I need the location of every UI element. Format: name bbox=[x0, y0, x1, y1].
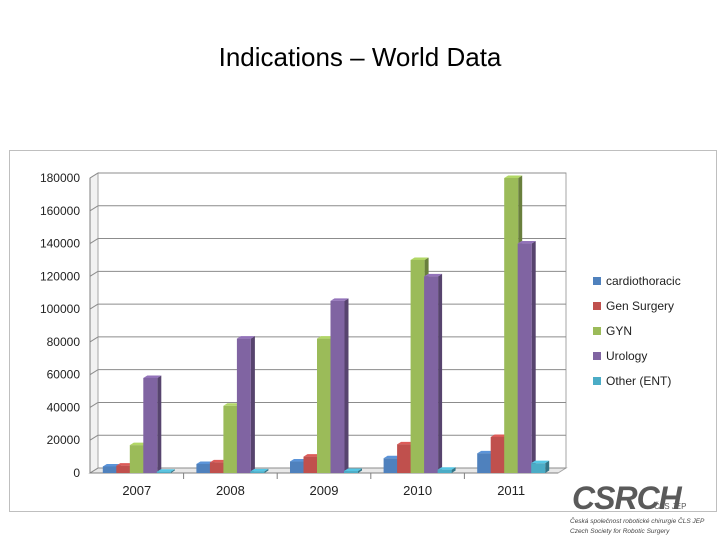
bar-other-ent--2007 bbox=[156, 471, 171, 473]
bar-gen-surgery-2008 bbox=[209, 462, 224, 473]
csrch-logo: CSRCH ČLS JEP Česká společnost robotické… bbox=[570, 480, 720, 540]
bar-other-ent--2010 bbox=[437, 469, 452, 473]
gridline-depth bbox=[89, 303, 99, 310]
y-tick-label: 80000 bbox=[47, 335, 81, 349]
bar-cardiothoracic-2010 bbox=[383, 458, 398, 473]
y-tick-label: 20000 bbox=[47, 433, 81, 447]
bar-other-ent--2009 bbox=[344, 471, 358, 473]
logo-line-2: Czech Society for Robotic Surgery bbox=[570, 528, 670, 535]
bar-other-ent--2008 bbox=[250, 471, 265, 473]
bar-top-other-ent--2009 bbox=[344, 468, 362, 472]
legend-label: Urology bbox=[606, 349, 648, 363]
bar-side-urology-2010 bbox=[438, 273, 443, 473]
legend-label: cardiothoracic bbox=[606, 274, 681, 288]
legend-label: GYN bbox=[606, 324, 633, 338]
bar-urology-2007 bbox=[143, 377, 158, 473]
legend-item-urology: Urology bbox=[593, 348, 647, 364]
logo-name: CSRCH bbox=[572, 480, 682, 516]
bar-gen-surgery-2010 bbox=[397, 444, 412, 473]
bar-gyn-2007 bbox=[129, 445, 144, 473]
x-tick-label: 2007 bbox=[122, 483, 151, 498]
legend-swatch bbox=[593, 352, 601, 360]
bar-gyn-2011 bbox=[504, 178, 519, 473]
x-tick-label: 2008 bbox=[216, 483, 245, 498]
bar-top-urology-2011 bbox=[517, 241, 536, 244]
bar-top-other-ent--2010 bbox=[437, 467, 456, 470]
bar-gyn-2009 bbox=[317, 338, 331, 473]
y-tick-label: 140000 bbox=[40, 237, 80, 251]
gridline-depth bbox=[89, 238, 99, 244]
bar-gen-surgery-2007 bbox=[116, 465, 131, 473]
logo-line-1: Česká společnost robotické chirurgie ČLS… bbox=[570, 518, 705, 525]
bar-side-other-ent--2009 bbox=[358, 468, 362, 473]
bar-top-gyn-2010 bbox=[410, 257, 429, 260]
y-tick-label: 160000 bbox=[40, 204, 80, 218]
bar-side-urology-2011 bbox=[531, 241, 536, 473]
legend-item-gen-surgery: Gen Surgery bbox=[593, 298, 674, 314]
bar-top-other-ent--2011 bbox=[531, 460, 550, 464]
y-tick-label: 0 bbox=[73, 466, 80, 480]
legend-swatch bbox=[593, 377, 601, 385]
gridline-depth bbox=[89, 369, 99, 376]
y-tick-label: 100000 bbox=[40, 302, 80, 316]
legend-label: Gen Surgery bbox=[606, 299, 675, 313]
x-tick-label: 2010 bbox=[403, 483, 432, 498]
bar-side-other-ent--2008 bbox=[264, 468, 269, 473]
bar-side-urology-2009 bbox=[344, 298, 349, 473]
bar-side-other-ent--2010 bbox=[451, 467, 456, 473]
gridline-depth bbox=[89, 467, 99, 474]
bar-urology-2010 bbox=[424, 276, 439, 473]
chart-frame: 0 20000 40000 60000 80000 100000 120000 140000 1… bbox=[9, 150, 717, 512]
gridline-depth bbox=[89, 336, 99, 343]
gridline-depth bbox=[89, 172, 99, 179]
bar-cardiothoracic-2007 bbox=[102, 466, 117, 473]
bar-gyn-2008 bbox=[223, 405, 238, 473]
bar-gyn-2010 bbox=[410, 259, 425, 473]
bar-side-other-ent--2007 bbox=[170, 469, 175, 473]
logo-subtext: ČLS JEP bbox=[654, 502, 687, 511]
y-tick-label: 180000 bbox=[40, 171, 80, 185]
y-tick-label: 60000 bbox=[47, 368, 81, 382]
bar-side-urology-2007 bbox=[157, 375, 162, 473]
bar-top-urology-2008 bbox=[236, 336, 255, 339]
legend-item-cardiothoracic: cardiothoracic bbox=[593, 273, 681, 289]
legend-swatch bbox=[593, 302, 601, 310]
legend-label: Other (ENT) bbox=[606, 374, 672, 388]
y-tick-label: 120000 bbox=[40, 269, 80, 283]
bar-cardiothoracic-2009 bbox=[290, 461, 304, 473]
x-tick-label: 2011 bbox=[497, 483, 525, 498]
bar-chart: 0 20000 40000 60000 80000 100000 120000 140000 1… bbox=[40, 171, 568, 498]
y-tick-label: 40000 bbox=[47, 400, 81, 414]
gridline-depth bbox=[89, 205, 99, 212]
x-tick-label: 2009 bbox=[310, 483, 339, 498]
bar-urology-2009 bbox=[330, 300, 345, 473]
bar-other-ent--2011 bbox=[531, 463, 546, 473]
gridline-depth bbox=[89, 402, 99, 408]
bar-urology-2008 bbox=[236, 338, 251, 473]
slide-title: Indications – World Data bbox=[218, 42, 502, 72]
legend-item-gyn: GYN bbox=[593, 323, 632, 339]
bar-top-other-ent--2007 bbox=[156, 469, 175, 472]
bar-top-gyn-2011 bbox=[504, 175, 523, 178]
bar-gen-surgery-2009 bbox=[303, 456, 318, 473]
bar-side-urology-2008 bbox=[250, 336, 255, 473]
bar-top-urology-2007 bbox=[143, 375, 162, 378]
bar-top-urology-2010 bbox=[424, 273, 443, 277]
bar-top-other-ent--2008 bbox=[250, 468, 269, 472]
bar-cardiothoracic-2008 bbox=[196, 463, 211, 473]
chart-side-wall bbox=[89, 172, 99, 474]
bar-top-urology-2009 bbox=[330, 298, 349, 301]
legend-swatch bbox=[593, 327, 601, 335]
bar-gen-surgery-2011 bbox=[490, 436, 505, 473]
bar-side-other-ent--2011 bbox=[545, 460, 550, 473]
gridline-depth bbox=[89, 434, 99, 441]
legend-item-other-ent-: Other (ENT) bbox=[593, 373, 671, 389]
gridline-depth bbox=[89, 270, 99, 277]
legend-swatch bbox=[593, 277, 601, 285]
bar-urology-2011 bbox=[517, 243, 532, 473]
bar-cardiothoracic-2011 bbox=[477, 453, 492, 473]
